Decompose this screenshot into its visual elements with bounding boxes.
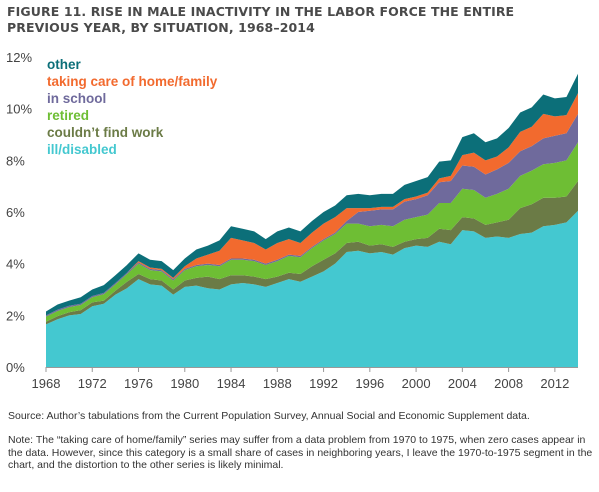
y-tick-label: 12%	[6, 50, 32, 65]
data-note: Note: The “taking care of home/family” s…	[8, 434, 593, 471]
x-tick-label: 1972	[78, 376, 107, 391]
x-tick-label: 1976	[124, 376, 153, 391]
legend-item-other: other	[47, 57, 81, 72]
stacked-area-chart: 0% 2% 4% 6% 8% 10% 12% 1968 1972 1976 1980 1984 198…	[6, 50, 578, 391]
area-retired	[46, 142, 578, 322]
y-tick-label: 8%	[6, 153, 25, 168]
source-note: Source: Author’s tabulations from the Cu…	[8, 410, 530, 422]
y-tick-label: 10%	[6, 102, 32, 117]
y-tick-label: 2%	[6, 308, 25, 323]
area-ill-disabled	[46, 210, 578, 367]
y-tick-label: 6%	[6, 205, 25, 220]
x-axis-ticks: 1968 1972 1976 1980 1984 1988 1992 1996 2000 2004…	[32, 367, 569, 391]
area-layers	[46, 73, 578, 367]
x-tick-label: 1984	[217, 376, 246, 391]
y-tick-label: 4%	[6, 257, 25, 272]
legend-item-retired: retired	[47, 108, 89, 123]
x-tick-label: 1968	[32, 376, 61, 391]
x-tick-label: 2000	[402, 376, 431, 391]
y-axis-ticks: 0% 2% 4% 6% 8% 10% 12%	[6, 50, 32, 375]
legend: other taking care of home/family in school…	[47, 57, 218, 157]
x-tick-label: 1996	[355, 376, 384, 391]
area-other	[46, 73, 578, 316]
x-tick-label: 2012	[540, 376, 569, 391]
x-tick-label: 1988	[263, 376, 292, 391]
x-tick-label: 2004	[448, 376, 477, 391]
x-tick-label: 1980	[170, 376, 199, 391]
legend-item-taking-care-of-home-family: taking care of home/family	[47, 74, 218, 89]
legend-item-ill-disabled: ill/disabled	[47, 142, 117, 157]
y-tick-label: 0%	[6, 360, 25, 375]
area-couldn-t-find-work	[46, 181, 578, 325]
x-tick-label: 2008	[494, 376, 523, 391]
chart-title: FIGURE 11. RISE IN MALE INACTIVITY IN TH…	[7, 4, 515, 35]
legend-item-in-school: in school	[47, 91, 106, 106]
x-tick-label: 1992	[309, 376, 338, 391]
legend-item-couldn-t-find-work: couldn’t find work	[47, 125, 164, 140]
